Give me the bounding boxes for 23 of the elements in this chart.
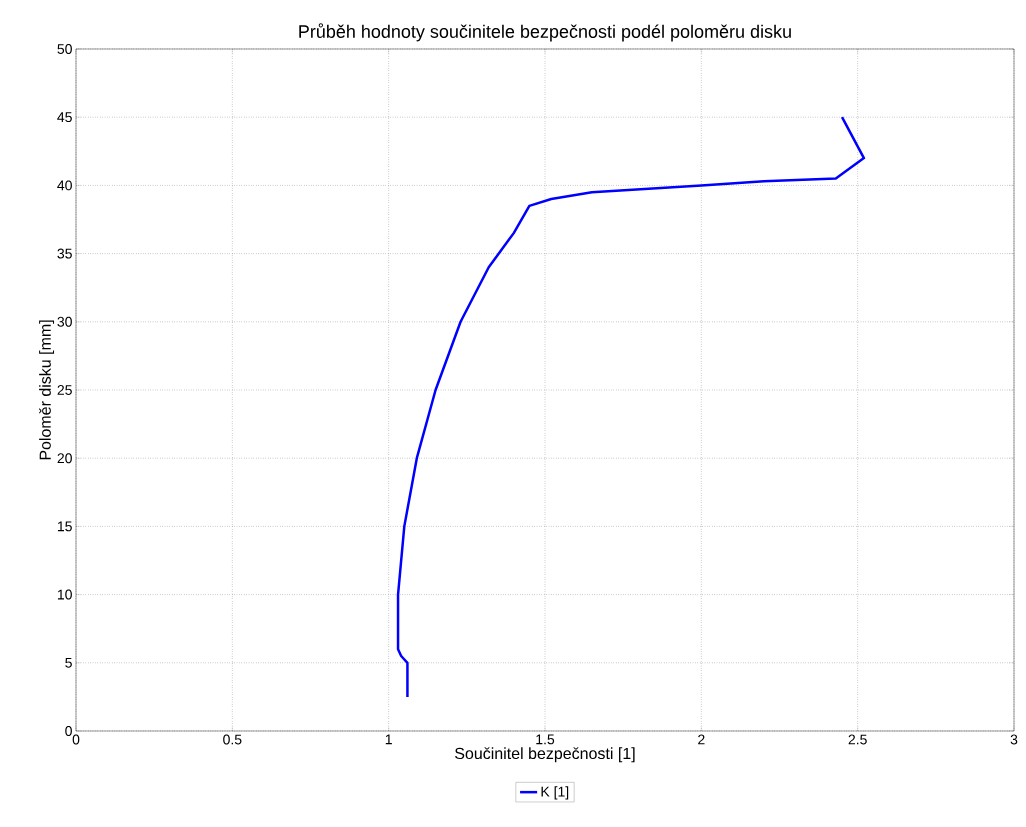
y-tick-label: 50 <box>57 44 72 54</box>
y-tick-label: 20 <box>57 453 72 464</box>
y-tick-label: 0 <box>65 726 72 736</box>
x-tick-label: 2.5 <box>848 734 867 745</box>
line-series <box>396 115 866 699</box>
x-axis-title: Součinitel bezpečnosti [1] <box>455 747 635 763</box>
x-tick-label: 1.5 <box>536 734 555 745</box>
x-tick-label: 0 <box>72 734 80 745</box>
y-tick-label: 10 <box>57 589 72 600</box>
legend-label: K [1] <box>541 786 569 800</box>
x-tick-label: 1 <box>385 734 392 745</box>
y-tick-label: 35 <box>57 248 72 259</box>
x-tick-label: 0.5 <box>223 734 242 745</box>
chart-title: Průběh hodnoty součinitele bezpečnosti podél poloměru disku <box>299 23 791 42</box>
y-tick-label: 5 <box>65 657 72 668</box>
y-axis-title: Poloměr disku [mm] <box>39 320 55 460</box>
x-tick-label: 3 <box>1010 734 1018 745</box>
y-tick-label: 15 <box>57 521 72 532</box>
y-tick-label: 40 <box>57 180 72 191</box>
y-tick-label: 25 <box>57 385 72 395</box>
y-tick-label: 45 <box>57 112 72 123</box>
x-tick-label: 2 <box>698 734 705 745</box>
y-tick-label: 30 <box>57 316 72 327</box>
